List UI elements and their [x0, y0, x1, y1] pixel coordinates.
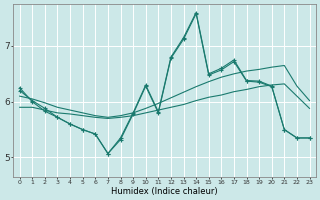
X-axis label: Humidex (Indice chaleur): Humidex (Indice chaleur): [111, 187, 218, 196]
